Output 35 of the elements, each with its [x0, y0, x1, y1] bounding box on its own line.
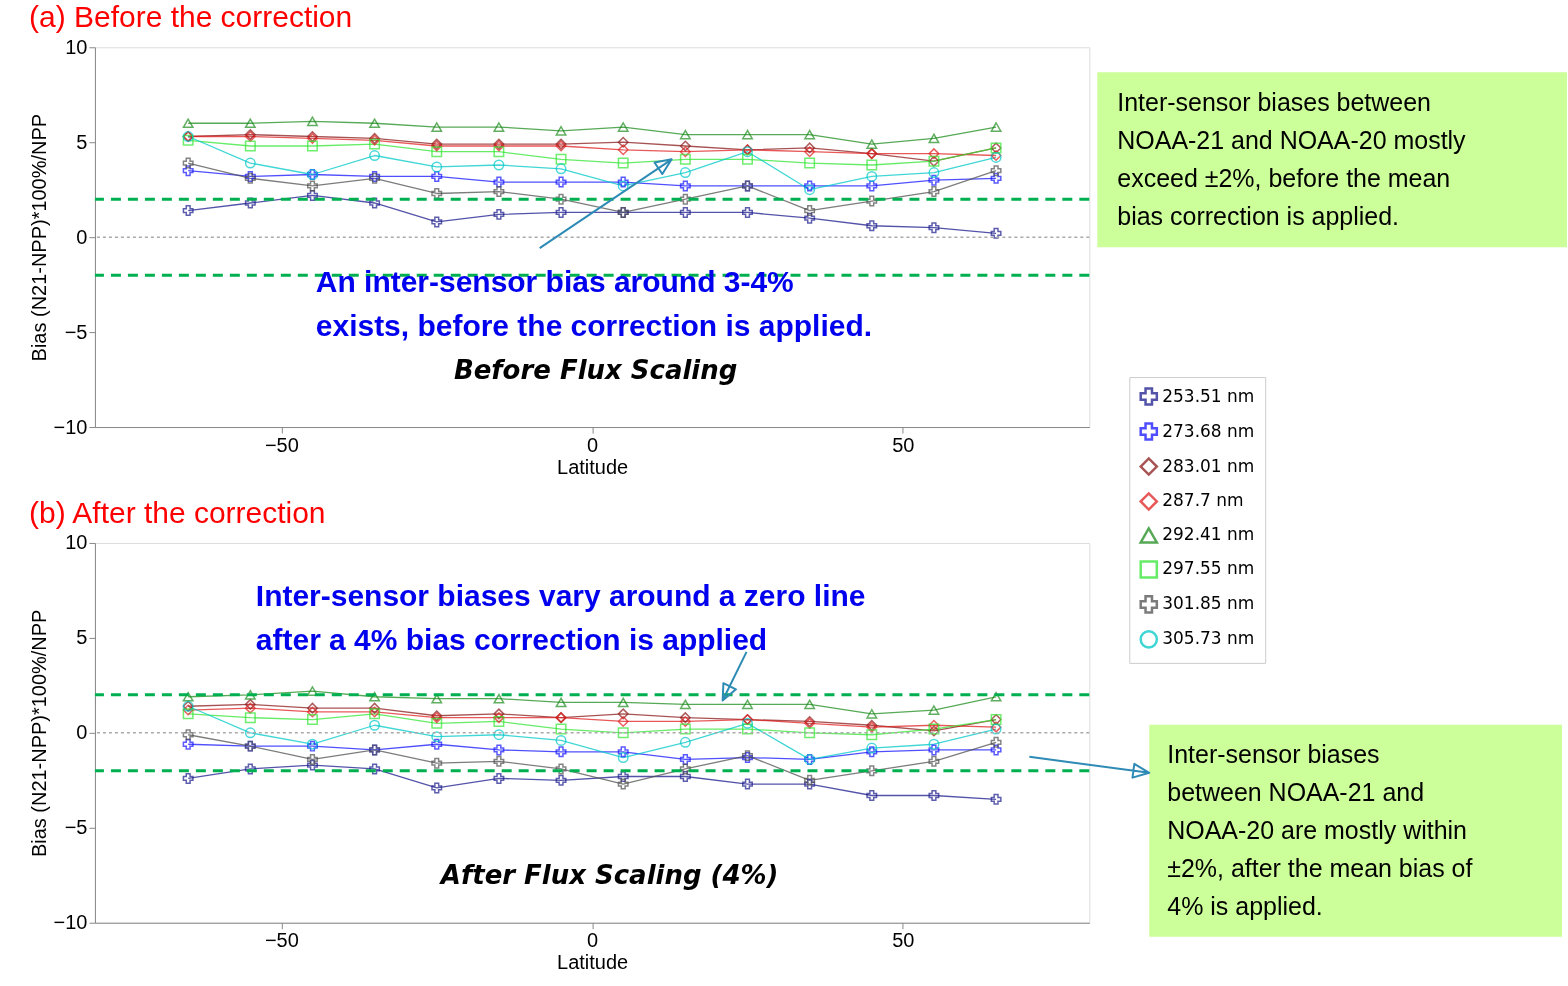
x-tick-label: −50 [264, 929, 299, 952]
legend-label: 297.55 nm [1162, 558, 1255, 579]
y-tick-label: 5 [76, 626, 88, 649]
legend-label: 273.68 nm [1162, 420, 1255, 441]
x-tick-label: −50 [264, 433, 299, 456]
annotation: Inter-sensor biases vary around a zero line after a 4% bias correction is applied [255, 578, 866, 656]
x-axis-title: Latitude [557, 951, 629, 974]
y-tick-label: −10 [53, 911, 88, 934]
x-axis-title: Latitude [557, 455, 629, 478]
x-tick-label: 50 [892, 433, 915, 456]
y-tick-label: −10 [53, 415, 88, 438]
x-tick-label: 0 [587, 929, 599, 952]
legend-label: 305.73 nm [1162, 628, 1255, 649]
y-tick-label: 5 [76, 130, 88, 153]
chart-title: (a) Before the correction [29, 0, 353, 34]
y-tick-label: 10 [65, 35, 88, 58]
annotation: After Flux Scaling (4%) [438, 859, 779, 890]
legend-label: 301.85 nm [1162, 593, 1255, 614]
chart-title: (b) After the correction [29, 495, 326, 529]
legend-label: 292.41 nm [1162, 524, 1255, 545]
text: Inter-sensor biases between NOAA-21 and NOAA-20 are mostly within ±2%, after the mean bias of 4% is applied. [1167, 739, 1473, 920]
legend-label: 283.01 nm [1162, 455, 1255, 476]
y-tick-label: 10 [65, 531, 88, 554]
y-axis-title: Bias (N21-NPP)*100%/NPP [27, 609, 50, 858]
y-tick-label: 0 [76, 721, 88, 744]
x-tick-label: 50 [892, 929, 915, 952]
x-tick-label: 0 [587, 433, 599, 456]
y-axis-title: Bias (N21-NPP)*100%/NPP [27, 113, 50, 362]
y-tick-label: 0 [76, 225, 88, 248]
y-tick-label: −5 [64, 816, 88, 839]
legend-label: 253.51 nm [1162, 385, 1255, 406]
text: Inter-sensor biases between NOAA-21 and NOAA-20 mostly exceed ±2%, before the mean bias correction is applied. [1117, 88, 1467, 231]
legend-label: 287.7 nm [1162, 490, 1244, 511]
y-tick-label: −5 [64, 320, 88, 343]
annotation: Before Flux Scaling [453, 355, 738, 386]
